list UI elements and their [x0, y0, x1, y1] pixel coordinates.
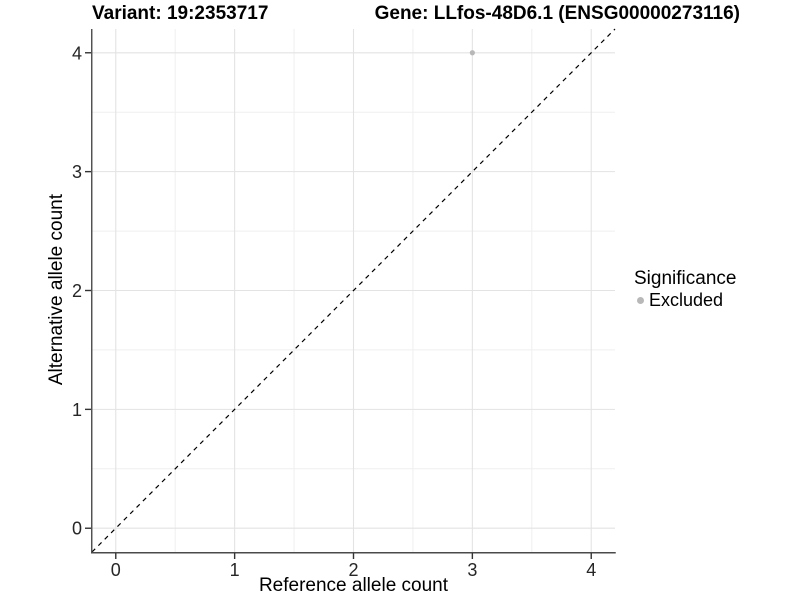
- gene-title: Gene: LLfos-48D6.1 (ENSG00000273116): [374, 3, 740, 24]
- y-tick-label: 1: [72, 400, 82, 420]
- y-tick-label: 4: [72, 43, 82, 63]
- legend-item-label: Excluded: [649, 290, 724, 310]
- x-tick-label: 3: [467, 560, 477, 580]
- legend-item-excluded: Excluded: [637, 290, 736, 311]
- y-tick-label: 3: [72, 162, 82, 182]
- y-tick-label: 0: [72, 519, 82, 539]
- y-tick-label: 2: [72, 281, 82, 301]
- x-tick-label: 1: [230, 560, 240, 580]
- legend: Significance Excluded: [634, 268, 736, 311]
- x-tick-label: 0: [111, 560, 121, 580]
- y-axis-title: Alternative allele count: [46, 194, 67, 386]
- data-point-excluded: [469, 50, 475, 56]
- x-axis-title: Reference allele count: [258, 575, 449, 596]
- excluded-point-icon: [637, 297, 644, 304]
- variant-title: Variant: 19:2353717: [92, 3, 269, 24]
- x-tick-label: 4: [586, 560, 596, 580]
- x-tick-label: 2: [348, 560, 358, 580]
- identity-line: [91, 28, 616, 553]
- legend-title: Significance: [634, 268, 737, 289]
